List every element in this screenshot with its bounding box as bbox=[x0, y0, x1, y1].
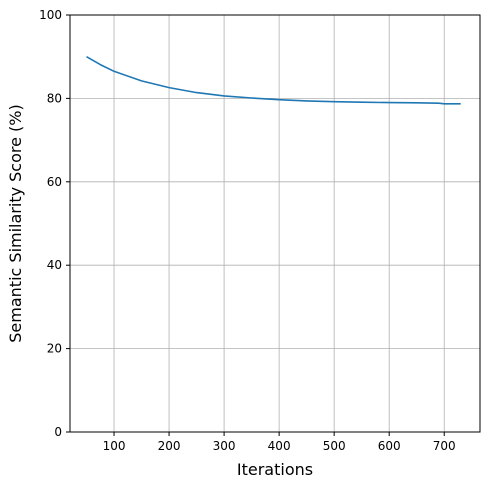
x-tick-label: 200 bbox=[158, 439, 181, 453]
x-tick-label: 700 bbox=[433, 439, 456, 453]
y-tick-label: 20 bbox=[47, 342, 62, 356]
y-tick-label: 60 bbox=[47, 175, 62, 189]
x-tick-label: 500 bbox=[323, 439, 346, 453]
y-axis-title: Semantic Similarity Score (%) bbox=[6, 104, 25, 342]
series-line bbox=[86, 56, 461, 105]
x-axis-title: Iterations bbox=[237, 460, 313, 479]
y-tick-label: 0 bbox=[54, 425, 62, 439]
y-tick-label: 100 bbox=[39, 8, 62, 22]
y-tick-label: 40 bbox=[47, 258, 62, 272]
axis-ticks: 100 200 300 400 500 600 700 0 20 40 60 80 100 bbox=[39, 8, 456, 453]
plot-frame bbox=[69, 14, 481, 433]
x-tick-label: 300 bbox=[213, 439, 236, 453]
y-tick-label: 80 bbox=[47, 91, 62, 105]
x-tick-label: 100 bbox=[103, 439, 126, 453]
x-tick-label: 600 bbox=[378, 439, 401, 453]
x-tick-label: 400 bbox=[268, 439, 291, 453]
series-layer bbox=[86, 56, 461, 105]
